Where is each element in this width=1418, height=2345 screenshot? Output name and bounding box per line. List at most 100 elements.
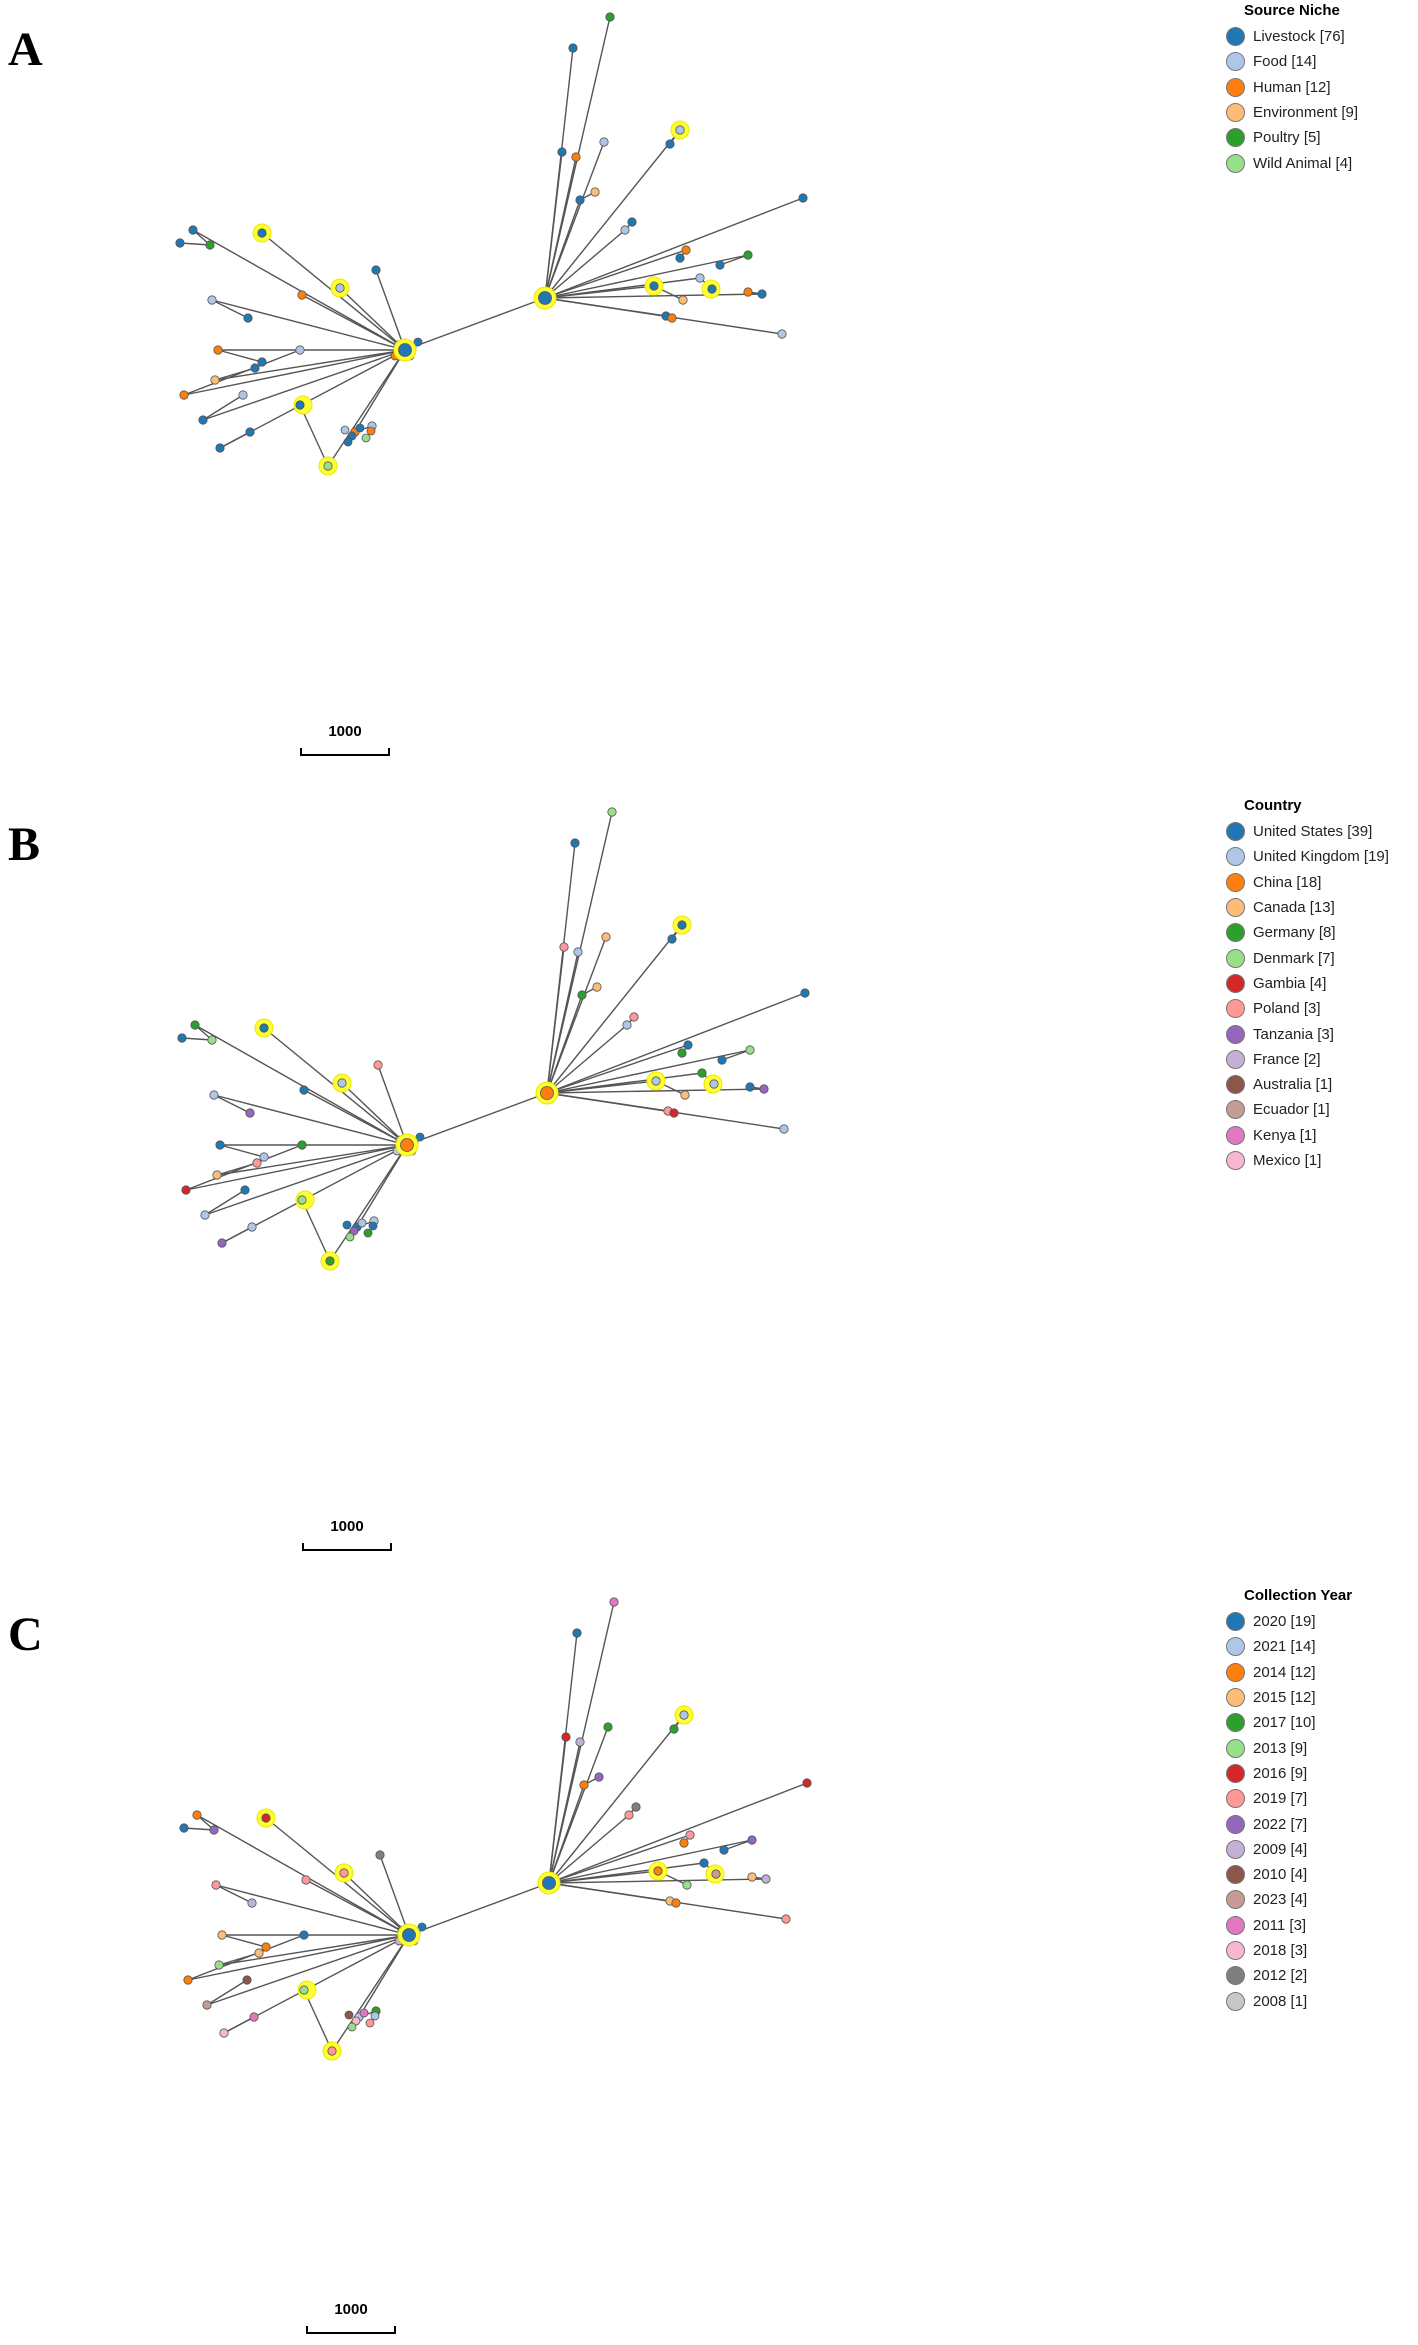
legend-label: Food [14]	[1253, 53, 1317, 71]
tree-node	[759, 1084, 769, 1094]
legend-item: 2010 [4]	[1226, 1862, 1352, 1887]
legend-item: Human [12]	[1226, 75, 1358, 100]
tree-edge	[187, 1934, 410, 1981]
tree-node	[198, 415, 208, 425]
tree-edge	[544, 277, 701, 299]
tree-node	[355, 423, 365, 433]
tree-edge	[546, 1088, 765, 1094]
legend-swatch	[1226, 1688, 1245, 1708]
legend-item: Kenya [1]	[1226, 1123, 1389, 1148]
legend-swatch	[1226, 1991, 1245, 2011]
legend-item: Germany [8]	[1226, 920, 1389, 945]
tree-edge	[544, 197, 804, 299]
legend-label: 2018 [3]	[1253, 1942, 1308, 1959]
tree-edge	[548, 1736, 567, 1884]
tree-node	[209, 1825, 219, 1835]
tree-node	[363, 1228, 373, 1238]
tree-edge	[183, 349, 406, 396]
legend-label: Livestock [76]	[1253, 28, 1345, 46]
tree-node	[678, 295, 688, 305]
tree-node	[594, 1772, 604, 1782]
tree-node	[257, 228, 267, 238]
legend-label: 2017 [10]	[1253, 1714, 1316, 1732]
legend-label: United States [39]	[1253, 823, 1373, 841]
legend-swatch	[1226, 1738, 1245, 1758]
tree-edge	[218, 1934, 410, 1966]
tree-edge	[202, 394, 244, 421]
tree-node	[761, 1874, 771, 1884]
tree-node	[192, 1810, 202, 1820]
tree-node	[682, 1880, 692, 1890]
tree-node	[667, 934, 677, 944]
tree-node	[359, 2008, 369, 2018]
tree-edge	[221, 1934, 267, 1948]
tree-edge	[544, 156, 577, 299]
tree-edge	[719, 254, 749, 266]
tree-node	[677, 1048, 687, 1058]
legend-label: Mexico [1]	[1253, 1152, 1322, 1169]
tree-edge	[192, 229, 406, 351]
legend-swatch	[1226, 1713, 1245, 1733]
scale-bar	[300, 742, 390, 756]
tree-node	[345, 1232, 355, 1242]
tree-node	[207, 1035, 217, 1045]
tree-node	[349, 1226, 359, 1236]
tree-edge	[354, 349, 406, 433]
tree-node	[205, 240, 215, 250]
tree-node	[607, 807, 617, 817]
tree-edge	[548, 1834, 691, 1884]
tree-node	[802, 1778, 812, 1788]
legend-item: 2022 [7]	[1226, 1811, 1352, 1836]
tree-node	[175, 238, 185, 248]
legend-swatch	[1226, 77, 1245, 97]
tree-node	[777, 329, 787, 339]
tree-edge	[548, 1862, 705, 1884]
tree-node	[743, 250, 753, 260]
legend-label: France [2]	[1253, 1050, 1321, 1068]
tree-node	[798, 193, 808, 203]
tree-node	[679, 1838, 689, 1848]
tree-node	[368, 1221, 378, 1231]
tree-node	[757, 289, 767, 299]
tree-node	[325, 1256, 335, 1266]
tree-node	[665, 139, 675, 149]
tree-node	[240, 1185, 250, 1195]
tree-edge	[721, 1049, 751, 1061]
legend-swatch	[1226, 1789, 1245, 1809]
tree-edge	[204, 1144, 408, 1216]
legend-swatch	[1226, 973, 1245, 993]
tree-edge	[548, 1839, 753, 1884]
tree-edge	[377, 1064, 408, 1146]
tree-edge	[327, 349, 406, 467]
tree-node	[247, 1222, 257, 1232]
tree-node	[249, 2012, 259, 2022]
legend-item: Tanzania [3]	[1226, 1021, 1389, 1046]
legend-label: 2008 [1]	[1253, 1992, 1308, 2010]
tree-edge	[341, 1082, 408, 1146]
tree-edge	[548, 1882, 671, 1902]
legend-swatch	[1226, 898, 1245, 918]
tree-node	[627, 217, 637, 227]
tree-edge	[548, 1878, 767, 1884]
tree-node	[601, 932, 611, 942]
legend-swatch	[1226, 128, 1245, 148]
hub-node	[402, 1928, 416, 1942]
legend-swatch	[1226, 822, 1245, 842]
tree-node	[559, 942, 569, 952]
tree-node	[651, 1076, 661, 1086]
legend-swatch	[1226, 1100, 1245, 1120]
tree-edge	[221, 1226, 253, 1244]
tree-node	[779, 1124, 789, 1134]
tree-node	[629, 1012, 639, 1022]
tree-edge	[299, 404, 329, 467]
tree-node	[675, 253, 685, 263]
legend-items: United States [39] United Kingdom [19] Chi…	[1226, 819, 1389, 1173]
tree-edge	[723, 1839, 753, 1851]
legend-label: Tanzania [3]	[1253, 1025, 1334, 1043]
legend-swatch	[1226, 103, 1245, 123]
tree-edge	[356, 1144, 408, 1228]
tree-edge	[196, 1814, 410, 1936]
tree-node	[573, 947, 583, 957]
tree-node	[572, 1628, 582, 1638]
legend-label: 2020 [19]	[1253, 1613, 1316, 1631]
